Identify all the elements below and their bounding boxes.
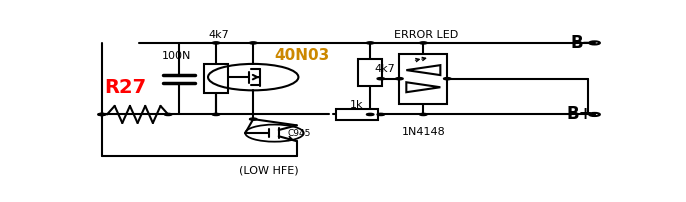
Circle shape <box>444 78 451 80</box>
Bar <box>204 64 228 94</box>
Bar <box>335 109 378 120</box>
Bar <box>399 54 447 104</box>
Text: 4k7: 4k7 <box>375 64 395 74</box>
Circle shape <box>377 113 385 116</box>
Text: ERROR LED: ERROR LED <box>394 30 458 40</box>
Circle shape <box>420 113 427 116</box>
Text: B+: B+ <box>567 105 593 123</box>
Circle shape <box>366 42 374 44</box>
Circle shape <box>212 113 220 116</box>
Text: C945: C945 <box>288 129 311 138</box>
Text: 1N4148: 1N4148 <box>401 127 445 137</box>
Circle shape <box>98 113 106 116</box>
Text: 40N03: 40N03 <box>274 48 330 63</box>
Text: 1k: 1k <box>350 100 364 110</box>
Text: R27: R27 <box>104 78 147 97</box>
Bar <box>359 59 382 86</box>
Circle shape <box>212 42 220 44</box>
Text: 4k7: 4k7 <box>209 30 229 40</box>
Circle shape <box>98 113 106 116</box>
Text: 100N: 100N <box>161 51 191 61</box>
Circle shape <box>250 42 257 44</box>
Text: (LOW HFE): (LOW HFE) <box>239 165 299 176</box>
Text: B-: B- <box>571 34 590 52</box>
Circle shape <box>165 113 172 116</box>
Circle shape <box>396 78 403 80</box>
Circle shape <box>377 78 385 80</box>
Circle shape <box>366 113 374 116</box>
Circle shape <box>420 42 427 44</box>
Circle shape <box>250 118 257 120</box>
